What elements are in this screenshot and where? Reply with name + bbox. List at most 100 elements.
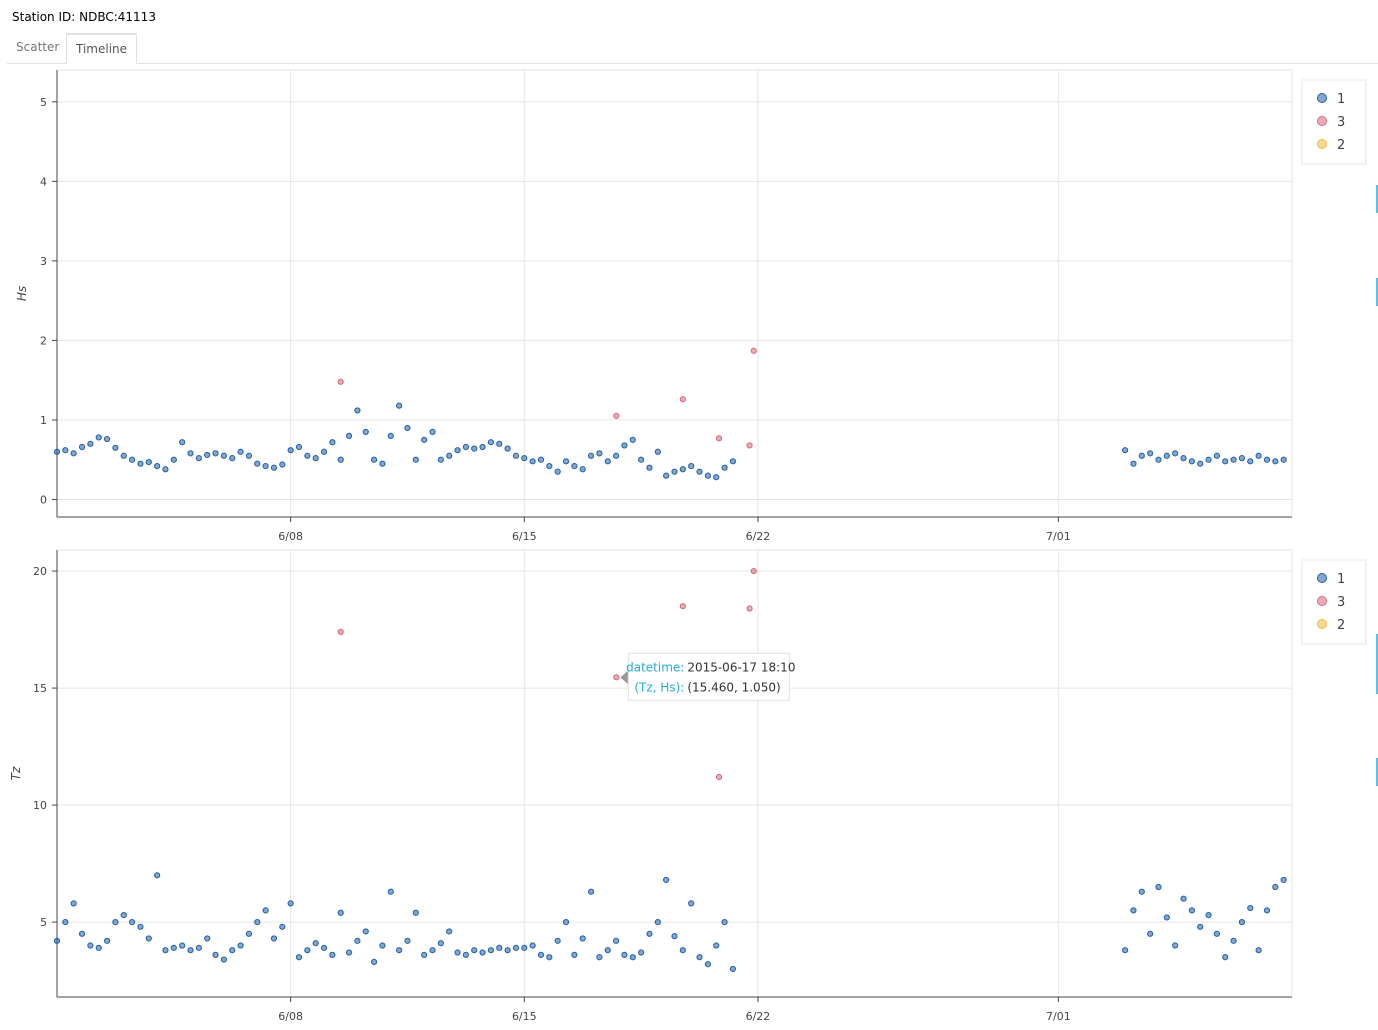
data-point-series-1[interactable] bbox=[179, 439, 186, 446]
legend-swatch-2[interactable] bbox=[1317, 139, 1327, 149]
data-point-series-1[interactable] bbox=[120, 452, 127, 459]
data-point-series-1[interactable] bbox=[688, 900, 695, 907]
data-point-series-1[interactable] bbox=[1138, 888, 1145, 895]
data-point-series-1[interactable] bbox=[270, 464, 278, 471]
data-point-series-1[interactable] bbox=[604, 458, 611, 465]
data-point-series-1[interactable] bbox=[713, 474, 720, 481]
data-point-series-3[interactable] bbox=[746, 442, 753, 449]
data-point-series-1[interactable] bbox=[170, 944, 177, 951]
data-point-series-1[interactable] bbox=[229, 947, 236, 954]
data-point-series-1[interactable] bbox=[220, 956, 227, 963]
data-point-series-1[interactable] bbox=[320, 944, 328, 951]
data-point-series-3[interactable] bbox=[337, 378, 344, 385]
data-point-series-3[interactable] bbox=[337, 628, 344, 636]
data-point-series-1[interactable] bbox=[713, 942, 720, 949]
data-point-series-1[interactable] bbox=[129, 919, 136, 926]
data-point-series-1[interactable] bbox=[112, 919, 119, 926]
data-point-series-1[interactable] bbox=[721, 464, 728, 471]
data-point-series-1[interactable] bbox=[612, 452, 620, 459]
data-point-series-1[interactable] bbox=[1180, 895, 1187, 902]
data-point-series-1[interactable] bbox=[1247, 904, 1254, 912]
data-point-series-1[interactable] bbox=[245, 452, 253, 459]
data-point-series-1[interactable] bbox=[337, 909, 344, 916]
data-point-series-1[interactable] bbox=[612, 937, 620, 944]
data-point-series-1[interactable] bbox=[396, 947, 403, 954]
data-point-series-1[interactable] bbox=[704, 961, 711, 968]
data-point-series-1[interactable] bbox=[62, 447, 69, 454]
data-point-series-1[interactable] bbox=[354, 407, 361, 414]
data-point-series-1[interactable] bbox=[387, 888, 394, 895]
data-point-series-1[interactable] bbox=[1188, 907, 1195, 914]
data-point-series-1[interactable] bbox=[562, 919, 570, 926]
data-point-series-1[interactable] bbox=[120, 911, 127, 919]
data-point-series-1[interactable] bbox=[1213, 930, 1220, 937]
data-point-series-1[interactable] bbox=[237, 448, 244, 455]
data-point-series-1[interactable] bbox=[654, 448, 661, 455]
data-point-series-1[interactable] bbox=[1272, 458, 1279, 465]
data-point-series-1[interactable] bbox=[295, 443, 303, 451]
data-point-series-1[interactable] bbox=[721, 919, 728, 926]
data-point-series-1[interactable] bbox=[95, 434, 102, 441]
data-point-series-1[interactable] bbox=[287, 447, 294, 454]
data-point-series-1[interactable] bbox=[562, 458, 570, 465]
data-point-series-1[interactable] bbox=[396, 402, 403, 409]
data-point-series-1[interactable] bbox=[103, 937, 111, 944]
data-point-series-1[interactable] bbox=[1230, 456, 1237, 463]
data-point-series-1[interactable] bbox=[145, 935, 152, 942]
data-point-series-1[interactable] bbox=[654, 919, 661, 926]
data-point-series-1[interactable] bbox=[471, 947, 478, 954]
data-point-series-1[interactable] bbox=[129, 456, 136, 463]
data-point-series-1[interactable] bbox=[1172, 942, 1179, 949]
data-point-series-1[interactable] bbox=[1280, 876, 1287, 884]
legend-label[interactable]: 3 bbox=[1337, 595, 1345, 610]
data-point-series-1[interactable] bbox=[78, 443, 86, 451]
data-point-series-1[interactable] bbox=[696, 954, 703, 961]
data-point-series-1[interactable] bbox=[270, 935, 278, 942]
data-point-series-1[interactable] bbox=[312, 455, 319, 462]
data-point-series-1[interactable] bbox=[254, 919, 261, 926]
data-point-series-1[interactable] bbox=[537, 456, 545, 463]
data-point-series-1[interactable] bbox=[1188, 458, 1195, 465]
data-point-series-1[interactable] bbox=[262, 907, 269, 914]
data-point-series-1[interactable] bbox=[646, 464, 653, 471]
data-point-series-1[interactable] bbox=[262, 462, 269, 470]
data-point-series-1[interactable] bbox=[95, 944, 102, 951]
data-point-series-1[interactable] bbox=[1147, 930, 1154, 937]
data-point-series-1[interactable] bbox=[70, 900, 77, 907]
legend-label[interactable]: 1 bbox=[1337, 572, 1345, 587]
data-point-series-1[interactable] bbox=[587, 452, 595, 459]
data-point-series-1[interactable] bbox=[521, 944, 528, 951]
data-point-series-1[interactable] bbox=[446, 452, 453, 459]
data-point-series-1[interactable] bbox=[1272, 883, 1279, 891]
data-point-series-1[interactable] bbox=[53, 448, 61, 455]
data-point-series-1[interactable] bbox=[421, 951, 428, 958]
data-point-series-1[interactable] bbox=[345, 432, 353, 439]
data-point-series-1[interactable] bbox=[387, 432, 394, 439]
data-point-series-1[interactable] bbox=[195, 944, 202, 951]
data-point-series-1[interactable] bbox=[479, 443, 486, 451]
data-point-series-1[interactable] bbox=[1238, 455, 1246, 462]
legend-label[interactable]: 1 bbox=[1337, 92, 1345, 107]
data-point-series-1[interactable] bbox=[1222, 954, 1229, 961]
data-point-series-1[interactable] bbox=[688, 462, 695, 470]
data-point-series-1[interactable] bbox=[254, 460, 261, 467]
data-point-series-1[interactable] bbox=[154, 872, 161, 879]
data-point-series-1[interactable] bbox=[571, 951, 578, 958]
legend-swatch-3[interactable] bbox=[1317, 596, 1327, 606]
data-point-series-1[interactable] bbox=[487, 439, 495, 446]
data-point-series-1[interactable] bbox=[1147, 450, 1154, 457]
data-point-series-1[interactable] bbox=[1205, 456, 1212, 463]
data-point-series-1[interactable] bbox=[729, 965, 737, 973]
data-point-series-1[interactable] bbox=[162, 947, 169, 954]
data-point-series-1[interactable] bbox=[329, 439, 336, 446]
data-point-series-1[interactable] bbox=[279, 923, 286, 930]
data-point-series-1[interactable] bbox=[312, 940, 319, 947]
data-point-series-1[interactable] bbox=[87, 440, 94, 447]
data-point-series-1[interactable] bbox=[195, 455, 202, 462]
data-point-series-1[interactable] bbox=[212, 951, 219, 958]
data-point-series-1[interactable] bbox=[621, 442, 628, 449]
data-point-series-1[interactable] bbox=[1213, 452, 1220, 459]
legend-swatch-1[interactable] bbox=[1317, 573, 1327, 583]
data-point-series-1[interactable] bbox=[596, 954, 603, 961]
data-point-series-1[interactable] bbox=[629, 436, 636, 443]
